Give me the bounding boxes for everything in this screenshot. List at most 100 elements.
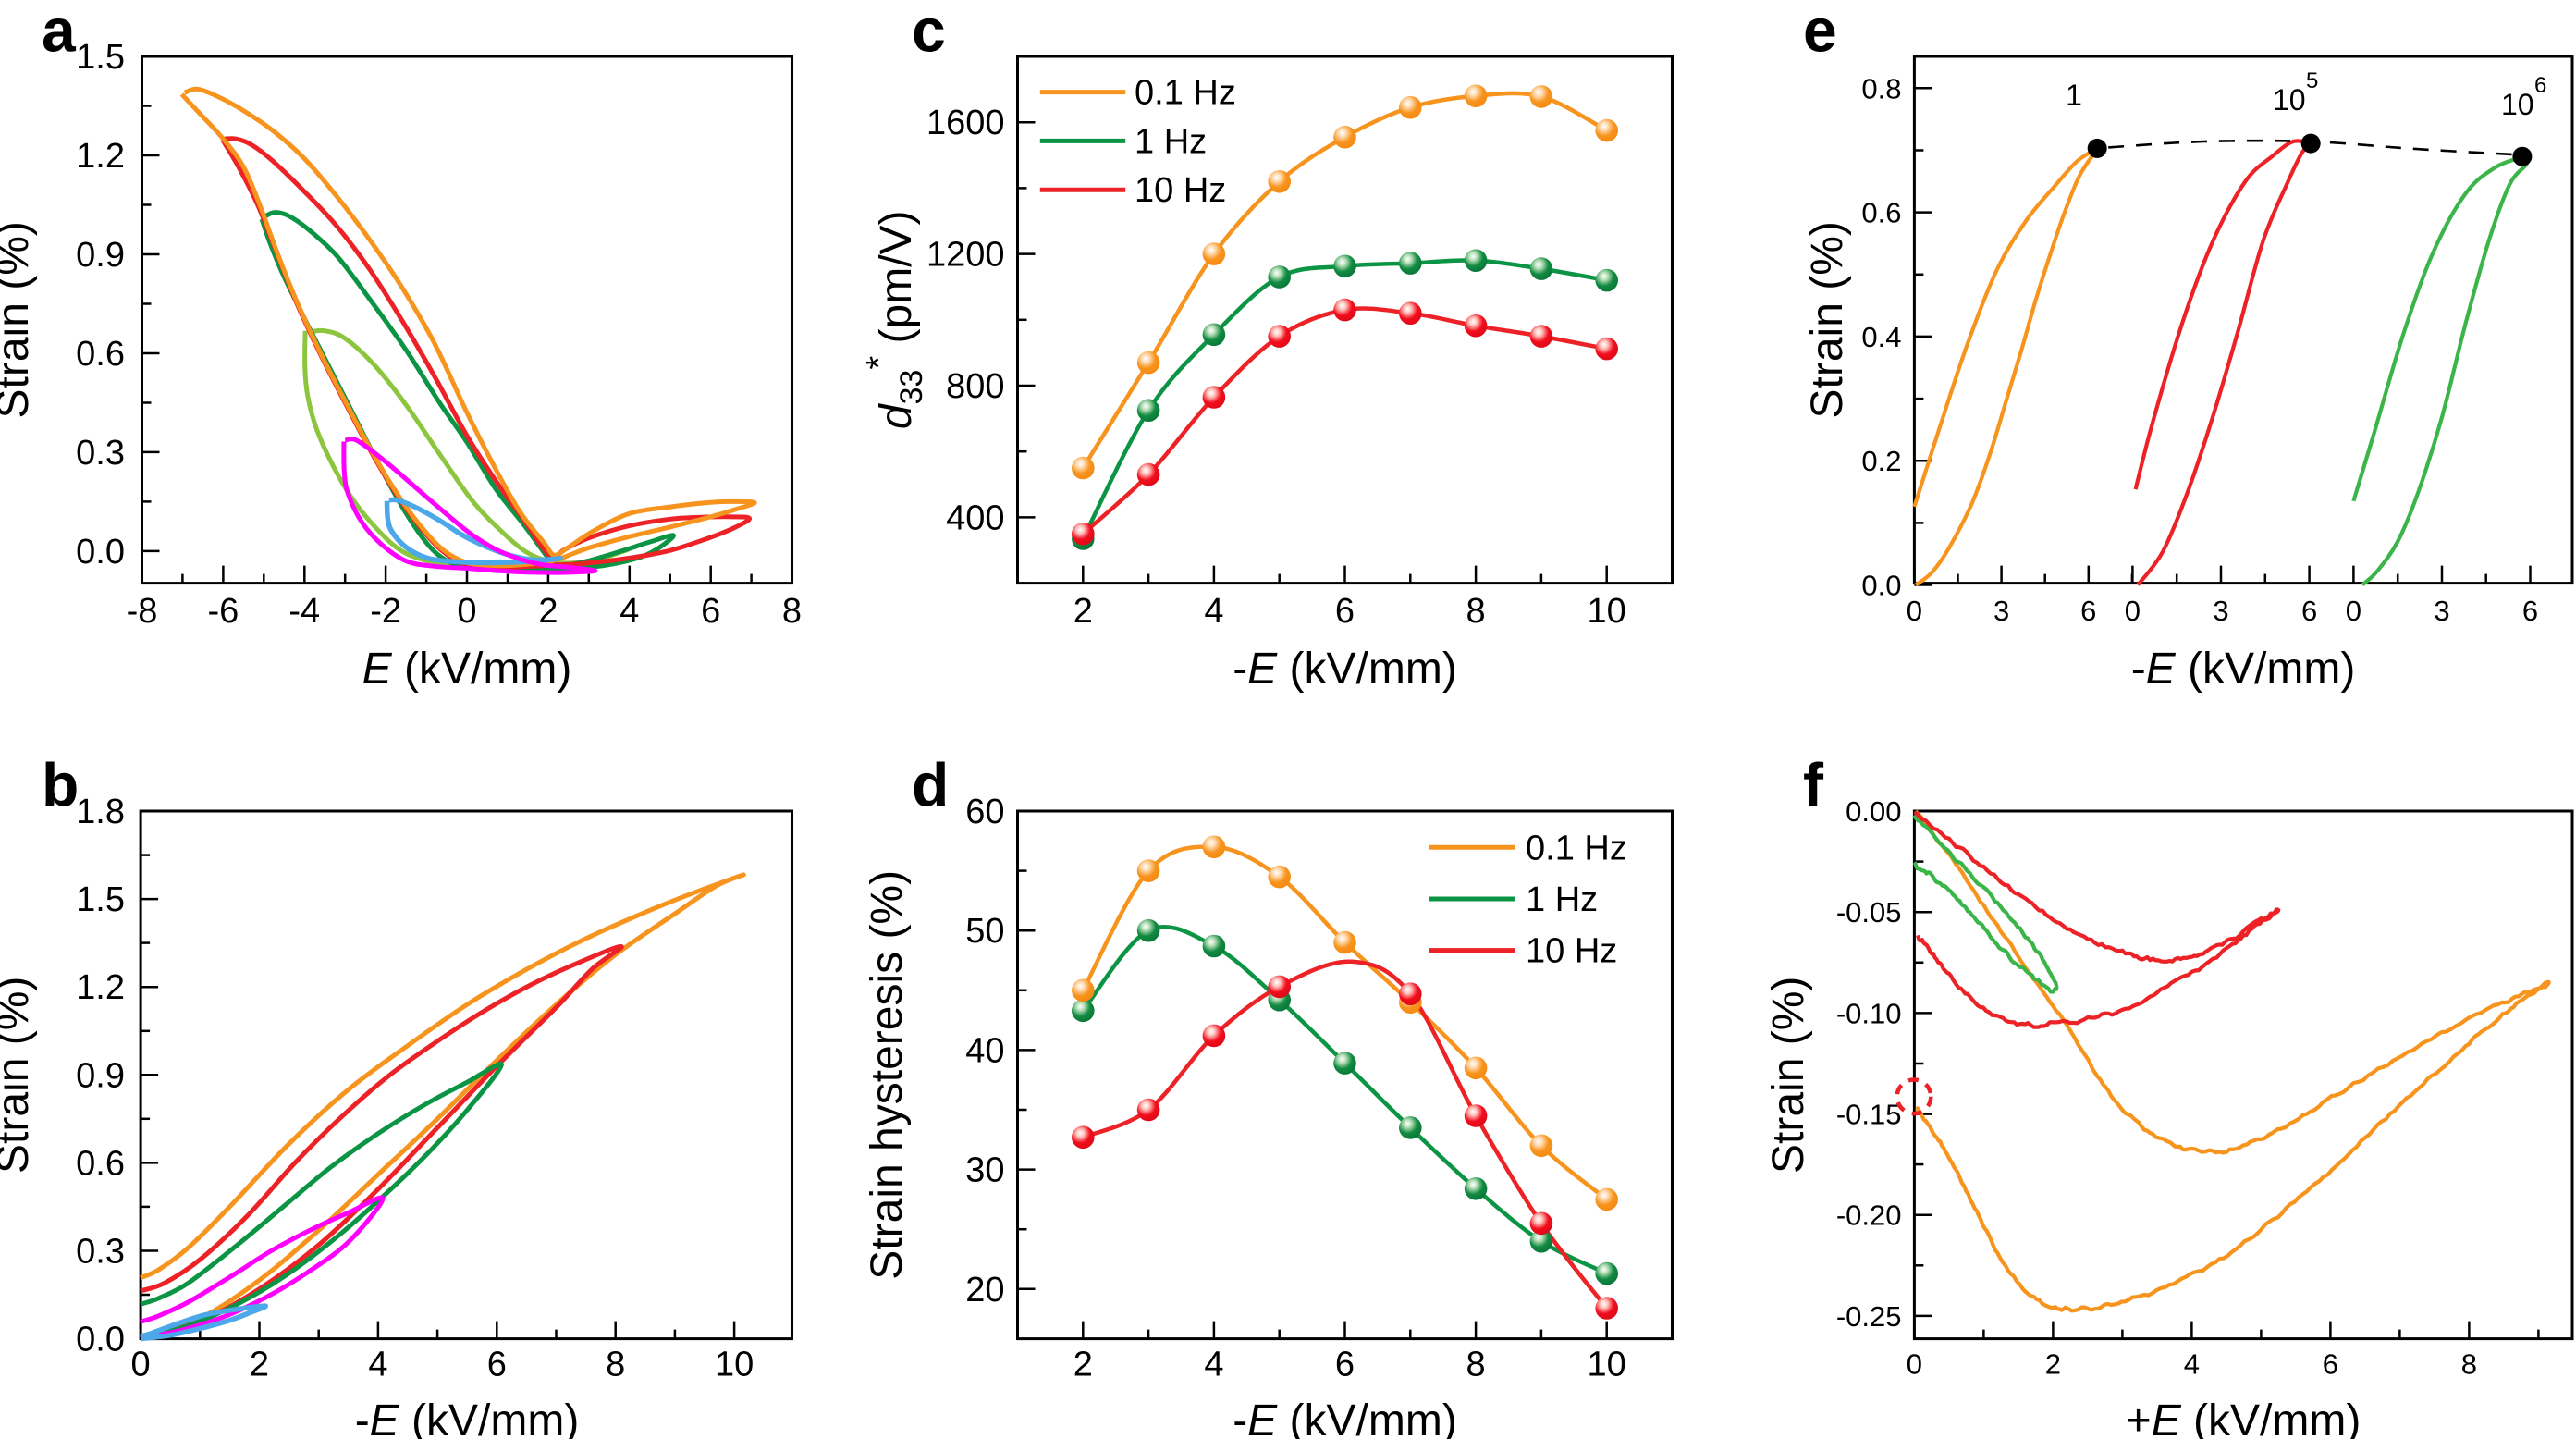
svg-text:1.5: 1.5: [76, 38, 125, 77]
svg-text:3: 3: [2213, 595, 2228, 627]
svg-text:6: 6: [2522, 595, 2538, 627]
svg-text:2: 2: [250, 1346, 269, 1384]
svg-text:0.3: 0.3: [76, 434, 125, 473]
svg-text:4: 4: [1204, 592, 1223, 631]
svg-text:8: 8: [606, 1346, 625, 1384]
svg-text:0.00: 0.00: [1846, 795, 1901, 828]
svg-text:10: 10: [1588, 592, 1626, 631]
svg-text:+E (kV/mm): +E (kV/mm): [2126, 1396, 2361, 1439]
svg-text:2: 2: [538, 592, 558, 631]
svg-text:800: 800: [946, 367, 1004, 406]
svg-text:6: 6: [701, 592, 720, 631]
svg-text:0.1 Hz: 0.1 Hz: [1526, 829, 1627, 867]
svg-text:2: 2: [2045, 1348, 2061, 1381]
svg-text:4: 4: [619, 592, 639, 631]
svg-text:0: 0: [2346, 595, 2361, 627]
svg-text:0: 0: [457, 592, 476, 631]
svg-text:Strain (%): Strain (%): [0, 977, 38, 1174]
svg-text:a: a: [42, 0, 77, 65]
svg-text:6: 6: [2301, 595, 2317, 627]
svg-text:0: 0: [2125, 595, 2141, 627]
svg-text:50: 50: [965, 912, 1004, 951]
svg-text:0.6: 0.6: [76, 1144, 125, 1183]
svg-text:0: 0: [1907, 595, 1922, 627]
svg-text:Strain (%): Strain (%): [1803, 221, 1852, 418]
svg-text:c: c: [912, 0, 946, 65]
svg-text:1.8: 1.8: [76, 793, 125, 831]
svg-text:4: 4: [2184, 1348, 2200, 1381]
svg-text:0.0: 0.0: [1861, 570, 1901, 602]
svg-text:1 Hz: 1 Hz: [1526, 880, 1598, 919]
svg-text:0.1 Hz: 0.1 Hz: [1135, 74, 1236, 113]
svg-text:400: 400: [946, 498, 1004, 537]
svg-text:3: 3: [1993, 595, 2009, 627]
svg-text:E (kV/mm): E (kV/mm): [362, 645, 572, 694]
svg-text:0: 0: [1907, 1348, 1922, 1381]
svg-text:-E (kV/mm): -E (kV/mm): [1233, 645, 1457, 694]
svg-text:10: 10: [2273, 83, 2306, 117]
svg-text:-E (kV/mm): -E (kV/mm): [2131, 645, 2356, 694]
svg-text:10: 10: [1588, 1346, 1626, 1384]
svg-text:10 Hz: 10 Hz: [1135, 171, 1226, 210]
svg-text:10: 10: [715, 1346, 754, 1384]
svg-text:-8: -8: [127, 592, 158, 631]
svg-text:10 Hz: 10 Hz: [1526, 932, 1617, 971]
svg-text:6: 6: [2080, 595, 2096, 627]
svg-text:b: b: [42, 751, 79, 819]
svg-text:-0.05: -0.05: [1836, 896, 1902, 929]
svg-text:1.5: 1.5: [76, 880, 125, 919]
svg-text:20: 20: [965, 1271, 1004, 1310]
svg-text:0.0: 0.0: [76, 1321, 125, 1359]
svg-text:-0.10: -0.10: [1836, 997, 1902, 1029]
svg-text:1600: 1600: [926, 104, 1005, 142]
svg-text:0.2: 0.2: [1861, 445, 1901, 477]
svg-text:-6: -6: [208, 592, 239, 631]
svg-text:2: 2: [1073, 592, 1093, 631]
svg-text:-0.15: -0.15: [1836, 1099, 1902, 1131]
svg-text:8: 8: [1466, 1346, 1486, 1384]
svg-text:3: 3: [2434, 595, 2449, 627]
svg-text:0.0: 0.0: [76, 533, 125, 572]
svg-text:30: 30: [965, 1151, 1004, 1190]
svg-text:4: 4: [368, 1346, 387, 1384]
svg-text:-E (kV/mm): -E (kV/mm): [1233, 1396, 1457, 1439]
svg-text:-2: -2: [370, 592, 401, 631]
svg-text:-0.25: -0.25: [1836, 1300, 1902, 1333]
svg-text:0.6: 0.6: [76, 335, 125, 374]
svg-text:d33* (pm/V): d33* (pm/V): [860, 210, 929, 429]
svg-text:10: 10: [2501, 88, 2534, 121]
svg-text:8: 8: [2461, 1348, 2477, 1381]
svg-text:0: 0: [131, 1346, 151, 1384]
svg-text:60: 60: [965, 793, 1004, 831]
svg-text:e: e: [1803, 0, 1837, 65]
svg-text:6: 6: [1335, 592, 1355, 631]
svg-text:0.9: 0.9: [76, 236, 125, 275]
svg-text:1: 1: [2066, 79, 2082, 112]
svg-text:f: f: [1803, 751, 1824, 819]
svg-text:1.2: 1.2: [76, 968, 125, 1007]
svg-text:-0.20: -0.20: [1836, 1199, 1902, 1232]
svg-text:-E (kV/mm): -E (kV/mm): [355, 1396, 580, 1439]
svg-text:0.4: 0.4: [1861, 321, 1901, 353]
svg-text:6: 6: [487, 1346, 507, 1384]
svg-text:6: 6: [1335, 1346, 1355, 1384]
svg-text:1200: 1200: [926, 236, 1005, 275]
svg-text:0.8: 0.8: [1861, 72, 1901, 105]
svg-text:6: 6: [2534, 73, 2546, 98]
svg-text:6: 6: [2323, 1348, 2338, 1381]
svg-text:1 Hz: 1 Hz: [1135, 122, 1207, 161]
svg-text:Strain hysteresis (%): Strain hysteresis (%): [863, 870, 912, 1280]
svg-text:-4: -4: [288, 592, 320, 631]
svg-text:8: 8: [782, 592, 802, 631]
svg-text:5: 5: [2306, 68, 2318, 93]
svg-text:4: 4: [1204, 1346, 1223, 1384]
svg-text:1.2: 1.2: [76, 137, 125, 176]
svg-text:0.3: 0.3: [76, 1233, 125, 1272]
svg-text:8: 8: [1466, 592, 1486, 631]
svg-text:0.6: 0.6: [1861, 197, 1901, 229]
svg-text:d: d: [912, 751, 949, 819]
svg-text:Strain (%): Strain (%): [1764, 977, 1813, 1174]
svg-text:0.9: 0.9: [76, 1056, 125, 1095]
svg-text:2: 2: [1073, 1346, 1093, 1384]
svg-text:40: 40: [965, 1031, 1004, 1070]
